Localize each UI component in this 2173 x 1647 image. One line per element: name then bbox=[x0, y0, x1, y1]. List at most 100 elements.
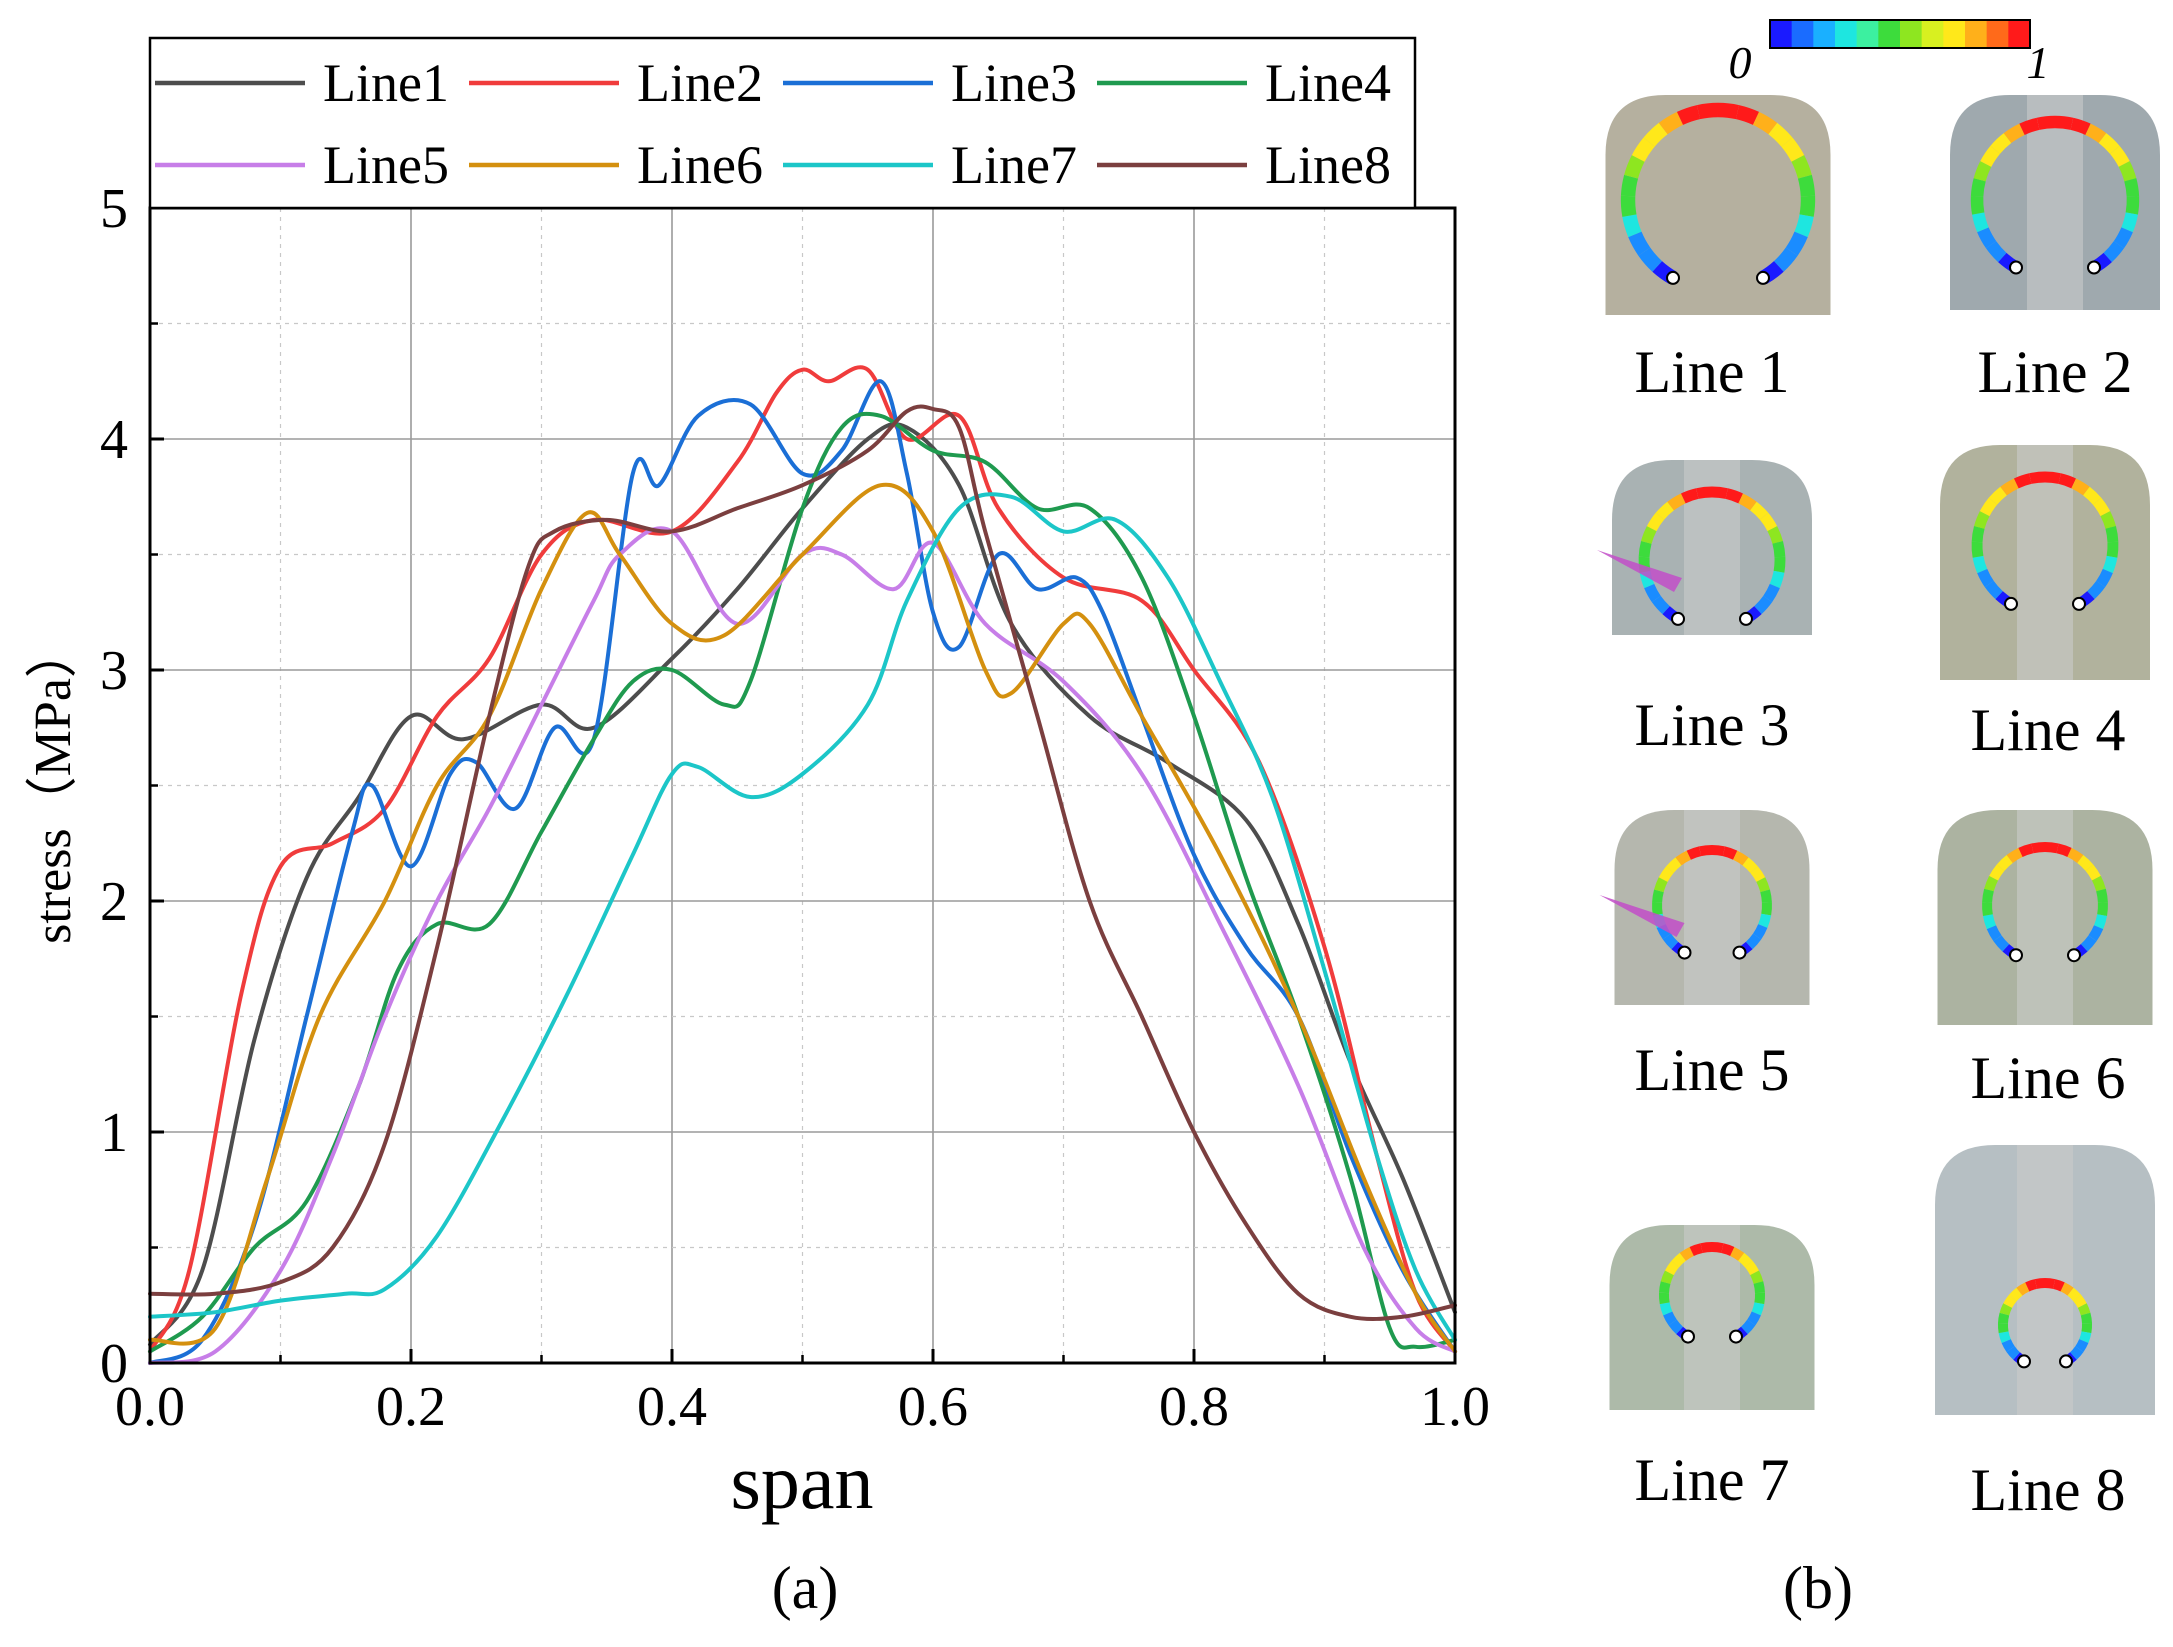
x-axis-label: span bbox=[731, 1438, 874, 1525]
ring-segment bbox=[1641, 526, 1657, 544]
ring-segment bbox=[1747, 1311, 1761, 1326]
render-4: Line 4 bbox=[1940, 445, 2150, 763]
ring-segment bbox=[1668, 1319, 1684, 1335]
ring-segment bbox=[1686, 846, 1702, 860]
y-tick-label: 1 bbox=[100, 1102, 128, 1164]
ring-segment bbox=[1722, 846, 1738, 860]
ring-segment bbox=[1721, 1243, 1735, 1257]
ring-segment bbox=[1699, 844, 1713, 857]
legend: Line1 Line2 Line3 Line4 Line5 Line6 Line7 Line8 bbox=[148, 36, 1417, 210]
ring-segment bbox=[1679, 1246, 1694, 1261]
ring-end-hole bbox=[2017, 1354, 2031, 1369]
ring-segment bbox=[1620, 174, 1639, 197]
ring-segment bbox=[1980, 145, 2001, 168]
ring-segment bbox=[2071, 478, 2090, 496]
y-tick-label: 0 bbox=[100, 1333, 128, 1395]
ring-segment bbox=[1791, 155, 1812, 179]
ring-end-hole bbox=[1671, 611, 1685, 626]
series-line-line5 bbox=[148, 526, 1457, 1365]
ring-segment bbox=[1666, 857, 1682, 873]
ring-segment bbox=[2025, 1279, 2038, 1292]
ring-segment bbox=[1756, 877, 1770, 893]
colorbar-cell bbox=[1921, 20, 1944, 48]
ring-segment bbox=[1742, 857, 1758, 873]
ring-segment bbox=[2096, 568, 2113, 588]
ring-segment bbox=[1752, 923, 1768, 940]
ring-segment bbox=[2067, 847, 2084, 864]
ring-segment bbox=[1752, 111, 1778, 135]
ring-segment bbox=[2102, 555, 2118, 574]
ring-segment bbox=[1658, 1292, 1670, 1305]
ring-segment bbox=[2013, 473, 2032, 489]
ring-segment bbox=[1971, 526, 1985, 543]
series-layer bbox=[148, 365, 1457, 1365]
ring-end-hole bbox=[2087, 260, 2101, 275]
ring-segment bbox=[1745, 933, 1762, 950]
ring-segment bbox=[1760, 889, 1772, 903]
ring-segment bbox=[1753, 1281, 1765, 1294]
ring-segment bbox=[2006, 1346, 2021, 1360]
ring-segment bbox=[2016, 1282, 2030, 1296]
x-tick-label: 1.0 bbox=[1420, 1376, 1490, 1438]
ring-end-hole bbox=[2009, 948, 2023, 963]
render-label: Line 2 bbox=[1978, 339, 2133, 405]
ring-segment bbox=[1730, 1246, 1745, 1261]
ring-segment bbox=[1997, 1322, 2009, 1334]
ring-segment bbox=[1982, 902, 1993, 916]
y-tick-label: 2 bbox=[100, 871, 128, 933]
render-body bbox=[1605, 95, 1831, 315]
colorbar-cell bbox=[1986, 20, 2009, 48]
ring-segment bbox=[2073, 1294, 2087, 1309]
ring-segment bbox=[1772, 541, 1786, 558]
ring-segment bbox=[1644, 583, 1661, 603]
ring-segment bbox=[2087, 580, 2106, 600]
render-2: Line 2 bbox=[1950, 95, 2160, 405]
ring-segment bbox=[1700, 1241, 1713, 1254]
render-5: Line 5 bbox=[1599, 810, 1810, 1103]
ring-segment bbox=[1970, 196, 1985, 215]
ring-segment bbox=[2044, 471, 2061, 484]
y-tick-label: 4 bbox=[100, 409, 128, 471]
ring-segment bbox=[2075, 1339, 2089, 1352]
ring-segment bbox=[1658, 111, 1684, 135]
colorbar-frame bbox=[1769, 19, 2031, 49]
ring-segment bbox=[2036, 115, 2056, 130]
ring-end-hole bbox=[1732, 945, 1747, 960]
legend-label-line3: Line3 bbox=[951, 53, 1077, 113]
ring-segment bbox=[1654, 877, 1668, 893]
legend-label-line1: Line1 bbox=[323, 53, 449, 113]
ring-segment bbox=[2077, 855, 2094, 872]
ring-segment bbox=[1735, 105, 1760, 125]
ring-segment bbox=[1781, 137, 1805, 162]
ring-segment bbox=[1696, 486, 1713, 499]
ring-segment bbox=[1999, 1303, 2013, 1316]
ring-segment bbox=[1970, 178, 1986, 198]
y-tick-label: 5 bbox=[100, 178, 128, 240]
series-line-line7 bbox=[148, 492, 1457, 1342]
ring-segment bbox=[1984, 580, 2003, 600]
force-arrow-icon bbox=[1599, 895, 1685, 937]
ring-segment bbox=[1758, 913, 1772, 928]
ring-segment bbox=[1711, 486, 1728, 499]
ring-segment bbox=[1977, 227, 1997, 249]
ring-segment bbox=[1652, 889, 1664, 903]
ring-end-hole bbox=[1666, 270, 1680, 285]
ring-segment bbox=[2069, 1346, 2084, 1360]
ring-end-hole bbox=[2067, 948, 2081, 963]
y-axis-label: stress（MPa） bbox=[25, 626, 82, 944]
ring-end-hole bbox=[1681, 1329, 1695, 1344]
series-line-line8 bbox=[148, 404, 1457, 1321]
render-6: Line 6 bbox=[1937, 810, 2153, 1111]
ring-end-hole bbox=[2009, 260, 2023, 275]
ring-segment bbox=[1761, 902, 1772, 916]
ring-segment bbox=[1982, 914, 1997, 930]
ring-segment bbox=[2081, 1322, 2093, 1334]
legend-label-line8: Line8 bbox=[1265, 135, 1391, 195]
ring-segment bbox=[1785, 231, 1808, 256]
render-shaft bbox=[2017, 1145, 2073, 1415]
render-label: Line 6 bbox=[1971, 1045, 2126, 1111]
ring-segment bbox=[1767, 526, 1783, 544]
ring-segment bbox=[2106, 541, 2119, 558]
